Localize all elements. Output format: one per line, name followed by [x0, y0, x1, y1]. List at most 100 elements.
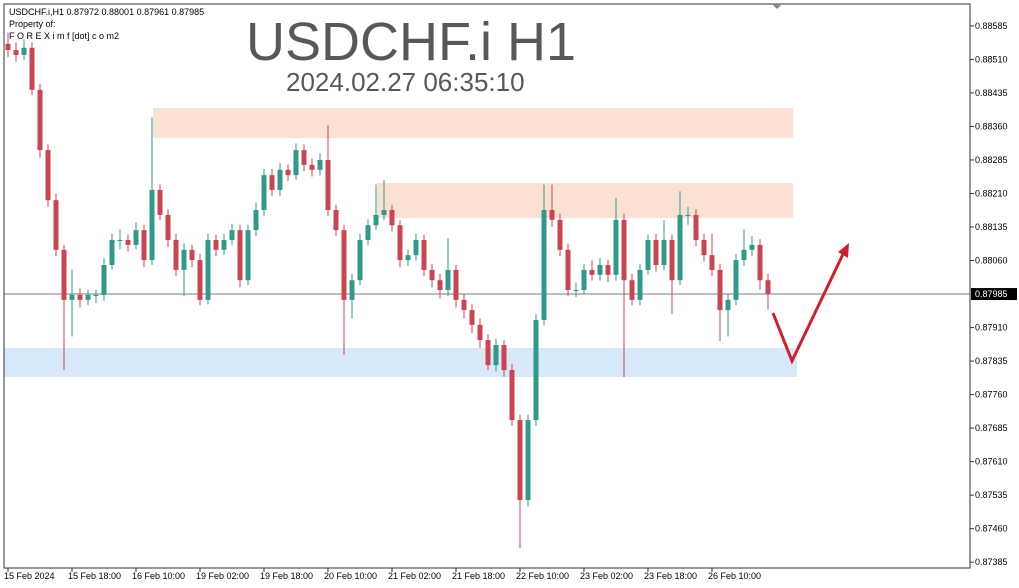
candle-body	[13, 50, 19, 55]
candle-body	[421, 239, 427, 270]
candle-body	[117, 239, 123, 241]
candle-body	[397, 225, 403, 261]
candle-body	[277, 169, 283, 190]
x-tick-label: 19 Feb 18:00	[260, 571, 313, 581]
candle-body	[285, 169, 291, 176]
x-tick-label: 20 Feb 10:00	[324, 571, 377, 581]
candle-body	[517, 420, 523, 501]
chart-title: USDCHF.i H1	[246, 12, 576, 72]
axis-group: 0.88585 0.88510 0.88435 0.88360 0.88285 0.882…	[4, 21, 1017, 581]
candle-body	[85, 294, 91, 300]
candle-body	[469, 310, 475, 325]
candle-body	[533, 319, 539, 421]
candles	[5, 32, 771, 549]
candle-body	[629, 280, 635, 300]
candle-body	[557, 219, 563, 250]
candle-body	[717, 269, 723, 311]
candle-body	[373, 214, 379, 226]
resistance-zone	[153, 108, 793, 138]
y-tick-label: 0.88135	[975, 222, 1008, 232]
x-tick-label: 23 Feb 02:00	[580, 571, 633, 581]
chart-subtitle: 2024.02.27 06:35:10	[286, 67, 525, 97]
candle-body	[229, 230, 235, 240]
resistance-zone	[377, 183, 793, 218]
candle-body	[325, 159, 331, 211]
candle-body	[133, 230, 139, 245]
candle-body	[605, 264, 611, 275]
info-line: USDCHF.i,H1 0.87972 0.88001 0.87961 0.87…	[9, 7, 204, 17]
candle-body	[157, 189, 163, 215]
candle-body	[765, 280, 771, 295]
candle-body	[365, 225, 371, 240]
candle-body	[453, 269, 459, 300]
candle-body	[541, 210, 547, 320]
x-tick-label: 19 Feb 02:00	[196, 571, 249, 581]
x-tick-label: 23 Feb 18:00	[644, 571, 697, 581]
candle-body	[381, 210, 387, 215]
candle-body	[37, 89, 43, 151]
candle-body	[45, 150, 51, 201]
candle-body	[485, 340, 491, 366]
y-tick-label: 0.88435	[975, 88, 1008, 98]
candle-body	[725, 299, 731, 311]
y-tick-label: 0.87910	[975, 323, 1008, 333]
candle-body	[749, 244, 755, 250]
candle-body	[621, 219, 627, 281]
last-price-label: 0.87985	[975, 289, 1008, 299]
candle-body	[197, 260, 203, 300]
candle-body	[581, 269, 587, 291]
candle-body	[509, 370, 515, 421]
x-tick-label: 21 Feb 18:00	[452, 571, 505, 581]
candle-body	[653, 239, 659, 265]
y-tick-label: 0.87610	[975, 457, 1008, 467]
candle-body	[565, 249, 571, 291]
candle-body	[181, 249, 187, 270]
candle-body	[757, 244, 763, 281]
candle-body	[685, 214, 691, 216]
candle-body	[93, 294, 99, 296]
candle-body	[141, 230, 147, 261]
candle-body	[669, 239, 675, 281]
candle-body	[21, 47, 27, 55]
x-tick-label: 15 Feb 2024	[4, 571, 55, 581]
y-tick-label: 0.88210	[975, 188, 1008, 198]
y-tick-label: 0.88585	[975, 21, 1008, 31]
candle-body	[301, 150, 307, 165]
support-zone	[4, 348, 797, 377]
y-tick-label: 0.87535	[975, 490, 1008, 500]
candle-body	[661, 239, 667, 265]
candle-body	[477, 324, 483, 341]
y-tick-label: 0.87685	[975, 423, 1008, 433]
candle-body	[741, 249, 747, 261]
candle-body	[637, 269, 643, 300]
candle-body	[69, 294, 75, 300]
candle-body	[189, 249, 195, 261]
y-tick-label: 0.88360	[975, 121, 1008, 131]
candle-body	[205, 239, 211, 300]
candle-body	[445, 269, 451, 291]
candle-body	[701, 239, 707, 256]
info-line: Property of:	[9, 19, 56, 29]
candle-body	[173, 239, 179, 270]
candle-body	[125, 239, 131, 245]
candle-body	[589, 269, 595, 275]
x-tick-label: 26 Feb 10:00	[708, 571, 761, 581]
candle-body	[733, 260, 739, 300]
candle-body	[677, 214, 683, 281]
candle-body	[613, 219, 619, 275]
info-line: F O R E X i m f [dot] c o m2	[9, 31, 119, 41]
y-tick-label: 0.88510	[975, 54, 1008, 64]
candle-body	[61, 249, 67, 300]
x-tick-label: 21 Feb 02:00	[388, 571, 441, 581]
candle-body	[709, 255, 715, 270]
candle-body	[77, 294, 83, 300]
x-tick-label: 16 Feb 10:00	[132, 571, 185, 581]
projection-arrow	[771, 249, 847, 365]
candle-body	[109, 239, 115, 265]
y-tick-label: 0.88060	[975, 256, 1008, 266]
candle-body	[213, 239, 219, 250]
candle-body	[269, 175, 275, 190]
candle-body	[309, 164, 315, 170]
